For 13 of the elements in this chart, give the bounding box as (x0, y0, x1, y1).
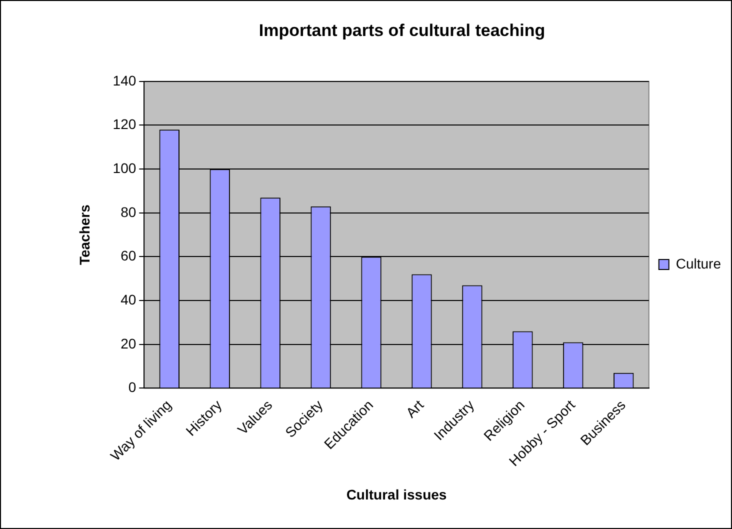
y-tick-label: 40 (120, 291, 136, 308)
y-tick-label: 80 (120, 204, 136, 220)
y-tick-label: 0 (128, 379, 136, 396)
y-tick-label: 60 (120, 248, 136, 264)
y-tick-label: 20 (120, 335, 136, 352)
x-tick-label: Art (402, 396, 427, 421)
y-tick-label: 120 (112, 116, 136, 132)
legend-label: Culture (676, 255, 722, 272)
x-axis-title: Cultural issues (346, 486, 447, 502)
chart-title: Important parts of cultural teaching (258, 20, 546, 40)
y-tick-label: 100 (112, 160, 136, 176)
y-axis-title: Teachers (76, 204, 92, 266)
y-tick-label: 140 (112, 72, 136, 88)
